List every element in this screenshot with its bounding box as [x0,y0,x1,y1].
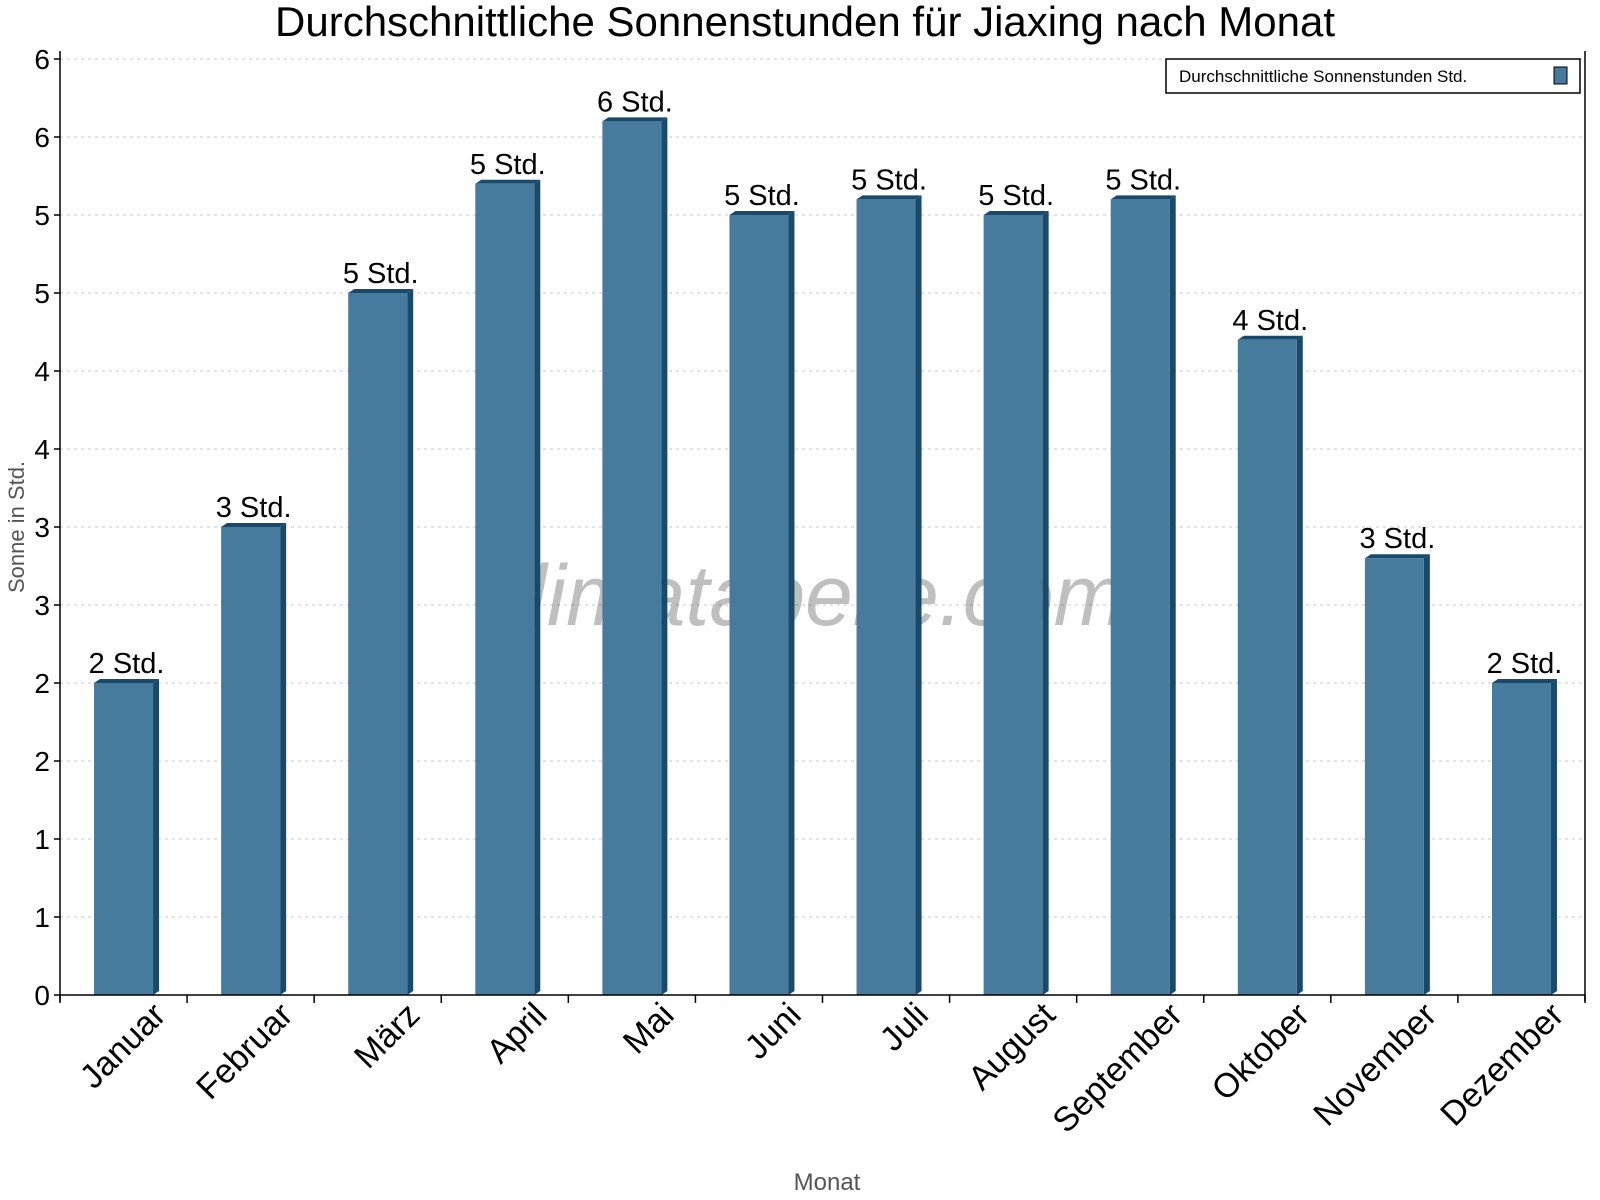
bar-side [407,289,414,995]
bar-top [348,289,414,293]
bar-februar [221,527,281,995]
bar-top [475,179,541,184]
legend-swatch [1553,66,1568,85]
bar-april [475,183,535,996]
bar-side [534,179,541,996]
y-tick-label: 2 [34,746,50,777]
y-tick-label: 0 [34,980,50,1011]
x-tick-label: Februar [189,996,300,1107]
bar-side [1169,195,1176,995]
y-tick-label: 3 [34,512,50,543]
bar-top [94,679,160,683]
bar-side [1296,335,1303,995]
data-label: 5 Std. [1105,164,1181,196]
bar-side [1042,211,1049,995]
y-tick-label: 5 [34,278,50,309]
bar-top [602,117,668,122]
bar-side [280,523,287,995]
x-tick-label: Oktober [1205,996,1317,1108]
x-tick-label: Juni [738,996,809,1067]
x-axis-label: Monat [794,1169,861,1196]
bar-september [1110,199,1170,995]
bar-dezember [1491,683,1551,995]
bar-side [915,195,922,995]
bar-top [1491,679,1557,683]
x-tick-label: April [479,996,554,1071]
x-tick-label: Januar [73,996,173,1096]
bar-juli [856,199,916,995]
x-tick-label: März [347,996,427,1076]
data-label: 5 Std. [724,180,800,212]
bar-top [1110,195,1176,200]
y-tick-label: 1 [34,824,50,855]
data-label: 5 Std. [343,258,419,290]
x-tick-label: November [1306,996,1444,1134]
bar-top [983,211,1049,215]
legend: Durchschnittliche Sonnenstunden Std. [1165,58,1581,94]
bar-top [856,195,922,200]
x-tick-label: Mai [616,996,682,1062]
x-tick-label: August [961,995,1063,1097]
bar-august [983,215,1043,995]
bar-top [221,523,287,527]
data-label: 2 Std. [89,648,165,680]
bar-mai [602,121,662,995]
data-label: 5 Std. [470,149,546,181]
bar-märz [348,293,408,995]
y-axis-label: Sonne in Std. [4,461,29,593]
legend-box [1165,58,1581,94]
bar-side [1423,554,1430,995]
bar-top [729,211,795,215]
bar-side [1550,679,1557,995]
x-tick-label: September [1045,996,1189,1140]
bar-side [788,211,795,995]
data-label: 2 Std. [1487,648,1563,680]
x-tick-label: Dezember [1433,996,1571,1134]
bar-side [661,117,668,995]
y-tick-label: 4 [34,434,50,465]
bar-juni [729,215,789,995]
bar-november [1364,558,1424,995]
data-label: 5 Std. [978,180,1054,212]
y-tick-label: 1 [34,902,50,933]
bar-top [1237,335,1303,340]
x-tick-label: Juli [873,996,936,1059]
bar-oktober [1237,339,1297,995]
chart-title: Durchschnittliche Sonnenstunden für Jiax… [275,0,1335,45]
bar-januar [94,683,154,995]
y-tick-label: 3 [34,590,50,621]
y-tick-label: 2 [34,668,50,699]
data-label: 3 Std. [1359,523,1435,555]
y-tick-label: 4 [34,356,50,387]
y-tick-label: 6 [34,122,50,153]
data-label: 5 Std. [851,164,927,196]
bar-side [153,679,160,995]
data-label: 6 Std. [597,86,673,118]
legend-label: Durchschnittliche Sonnenstunden Std. [1179,67,1467,86]
bar-top [1364,554,1430,559]
data-label: 4 Std. [1232,305,1308,337]
data-label: 3 Std. [216,492,292,524]
y-tick-label: 6 [34,44,50,75]
y-tick-label: 5 [34,200,50,231]
